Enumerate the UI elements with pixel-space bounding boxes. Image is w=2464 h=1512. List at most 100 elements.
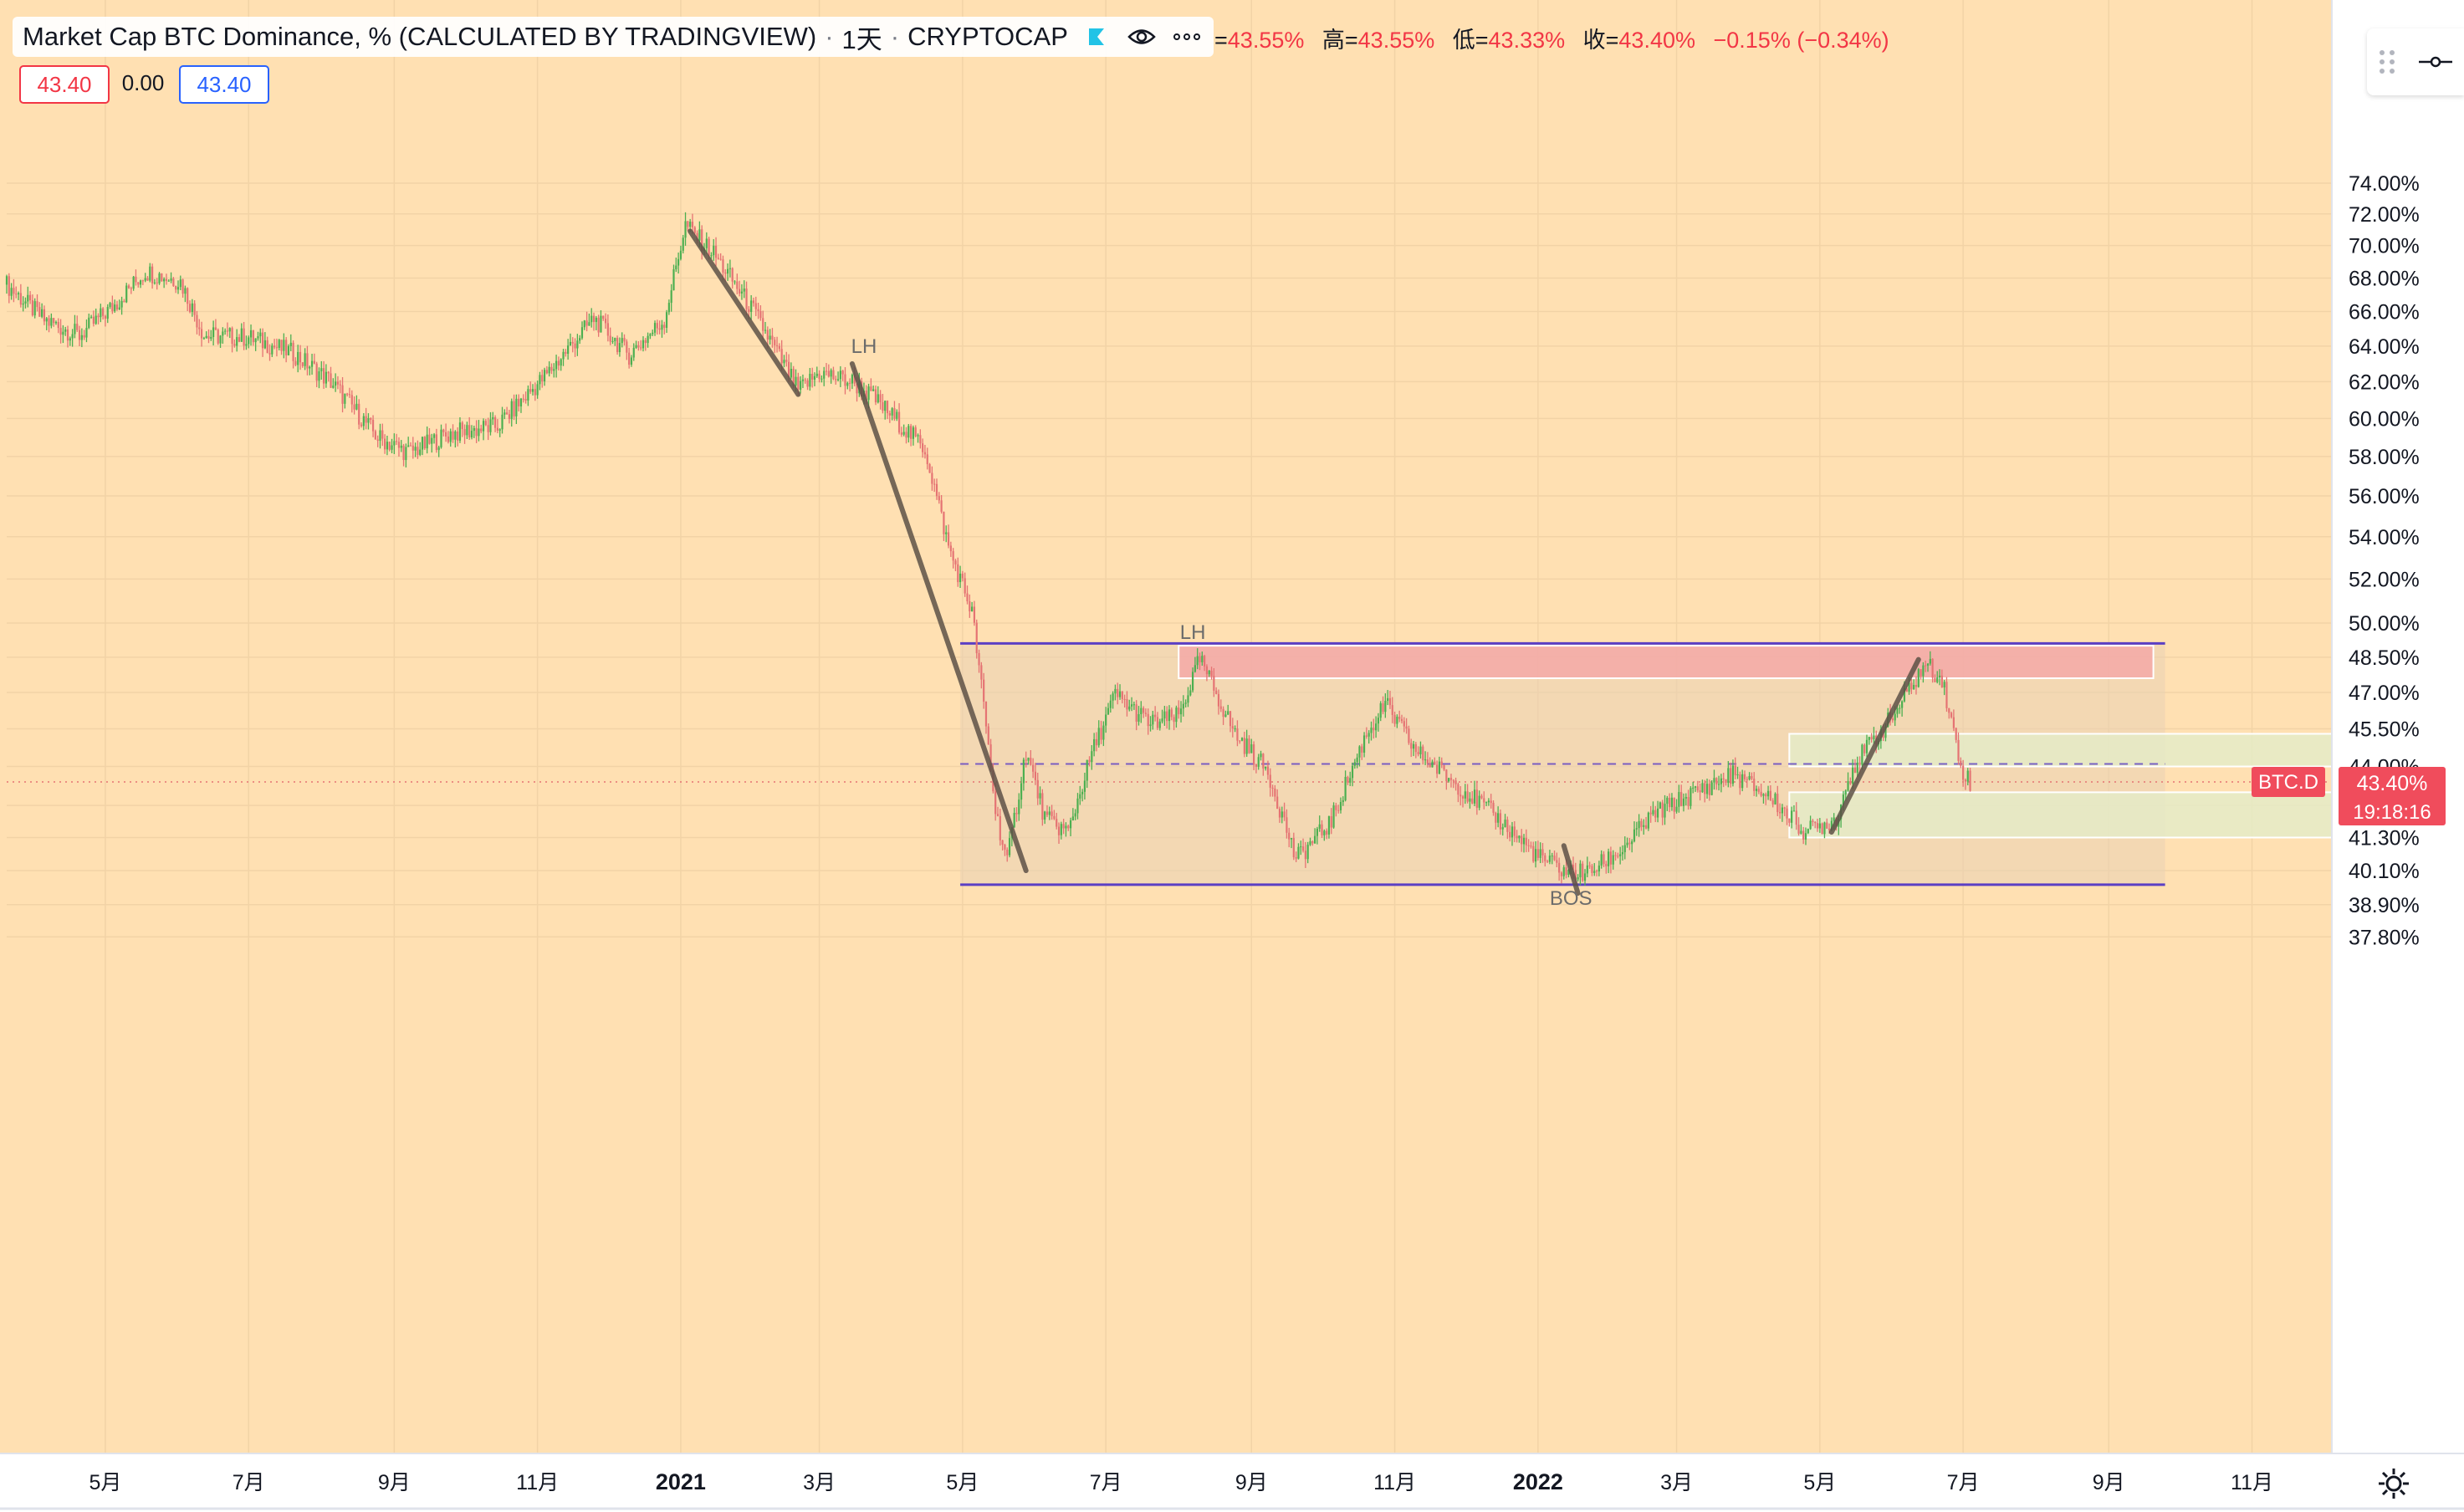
more-icon[interactable] bbox=[1170, 20, 1204, 54]
candle bbox=[1166, 706, 1168, 729]
candle bbox=[1335, 802, 1337, 817]
candle-body bbox=[851, 375, 854, 384]
candle-body bbox=[616, 337, 619, 353]
candle bbox=[524, 391, 527, 404]
candle-body bbox=[1156, 717, 1159, 728]
candle bbox=[640, 340, 642, 351]
candle bbox=[350, 390, 353, 413]
candle bbox=[335, 373, 337, 392]
candle bbox=[1654, 805, 1657, 823]
trendline[interactable] bbox=[688, 228, 801, 397]
candle-body bbox=[1222, 708, 1224, 718]
drag-handle-icon[interactable] bbox=[2377, 48, 2397, 76]
candle-body bbox=[910, 426, 912, 439]
candle bbox=[1414, 742, 1417, 759]
candle bbox=[1497, 806, 1500, 828]
candle-body bbox=[470, 431, 473, 438]
candle-body bbox=[1856, 762, 1858, 774]
candle bbox=[1480, 794, 1483, 799]
settings-gear-icon[interactable] bbox=[2375, 1465, 2412, 1502]
candle-body bbox=[804, 379, 806, 381]
candle bbox=[1208, 670, 1210, 677]
candle bbox=[1802, 826, 1805, 845]
candle-body bbox=[1140, 707, 1143, 714]
candle bbox=[931, 466, 933, 491]
candle-body bbox=[896, 411, 898, 419]
candle bbox=[714, 237, 718, 267]
candle bbox=[818, 370, 820, 383]
candle-body bbox=[1654, 810, 1657, 818]
candle bbox=[740, 284, 744, 300]
candle bbox=[95, 309, 97, 325]
candle-body bbox=[336, 381, 340, 385]
candle bbox=[1112, 691, 1114, 709]
price-axis[interactable] bbox=[2332, 0, 2464, 1512]
candle bbox=[362, 413, 365, 431]
candle bbox=[492, 411, 494, 426]
candle bbox=[85, 319, 88, 343]
candle-body bbox=[1779, 812, 1782, 814]
candle-body bbox=[905, 432, 907, 438]
y-tick-label: 74.00% bbox=[2349, 172, 2420, 196]
collapse-icon[interactable] bbox=[2417, 54, 2454, 70]
time-axis[interactable] bbox=[0, 1453, 2464, 1512]
exchange-label[interactable]: CRYPTOCAP bbox=[907, 22, 1068, 51]
candle bbox=[161, 273, 163, 282]
chart-header[interactable]: Market Cap BTC Dominance, % (CALCULATED … bbox=[13, 17, 1214, 57]
candle-body bbox=[1844, 790, 1847, 795]
candle bbox=[188, 300, 192, 314]
candle-body bbox=[156, 282, 158, 284]
candle bbox=[1779, 803, 1782, 819]
candle-body bbox=[1497, 813, 1500, 823]
candle-body bbox=[64, 329, 67, 332]
candle bbox=[191, 299, 193, 317]
candle-body bbox=[350, 395, 353, 405]
symbol-title[interactable]: Market Cap BTC Dominance, % (CALCULATED … bbox=[23, 22, 817, 51]
flag-icon[interactable] bbox=[1080, 20, 1113, 54]
candle-body bbox=[719, 258, 722, 260]
trendline[interactable] bbox=[1561, 843, 1581, 896]
candle-body bbox=[1605, 864, 1608, 866]
trendline[interactable] bbox=[1828, 656, 1921, 835]
candle-body bbox=[1678, 792, 1680, 807]
candle-body bbox=[59, 328, 62, 335]
candle bbox=[1621, 845, 1624, 861]
candle bbox=[15, 286, 18, 299]
scale-toolbar[interactable] bbox=[2367, 28, 2464, 95]
eye-icon[interactable] bbox=[1125, 20, 1158, 54]
candle bbox=[907, 424, 910, 443]
candle-body bbox=[1751, 776, 1753, 779]
candle-body bbox=[109, 303, 111, 308]
candle-body bbox=[341, 385, 344, 404]
candle-body bbox=[1056, 819, 1058, 827]
candle-body bbox=[1260, 753, 1262, 758]
candle bbox=[458, 416, 462, 443]
candle-body bbox=[1217, 693, 1220, 707]
candle-body bbox=[1109, 700, 1112, 708]
candle bbox=[271, 343, 273, 357]
candle-body bbox=[1849, 781, 1852, 784]
candle bbox=[1617, 852, 1619, 859]
candle bbox=[973, 600, 976, 626]
candle bbox=[397, 437, 401, 457]
candle bbox=[1056, 812, 1058, 830]
trendline[interactable] bbox=[849, 360, 1029, 874]
candle bbox=[365, 407, 367, 430]
candle bbox=[886, 400, 889, 420]
interval-label[interactable]: 1天 bbox=[841, 24, 882, 54]
candle bbox=[261, 328, 264, 357]
candle bbox=[1398, 710, 1401, 723]
candle bbox=[1478, 790, 1480, 810]
candle-body bbox=[902, 432, 905, 435]
candle bbox=[519, 397, 523, 413]
candle bbox=[557, 356, 560, 370]
candle bbox=[1649, 805, 1652, 823]
candle-body bbox=[1459, 794, 1462, 797]
candle bbox=[1081, 789, 1084, 802]
candle bbox=[179, 275, 181, 291]
candle-body bbox=[1647, 812, 1649, 829]
x-tick-label: 2022 bbox=[1513, 1469, 1563, 1494]
candle-body bbox=[506, 412, 509, 415]
candle bbox=[675, 257, 677, 273]
